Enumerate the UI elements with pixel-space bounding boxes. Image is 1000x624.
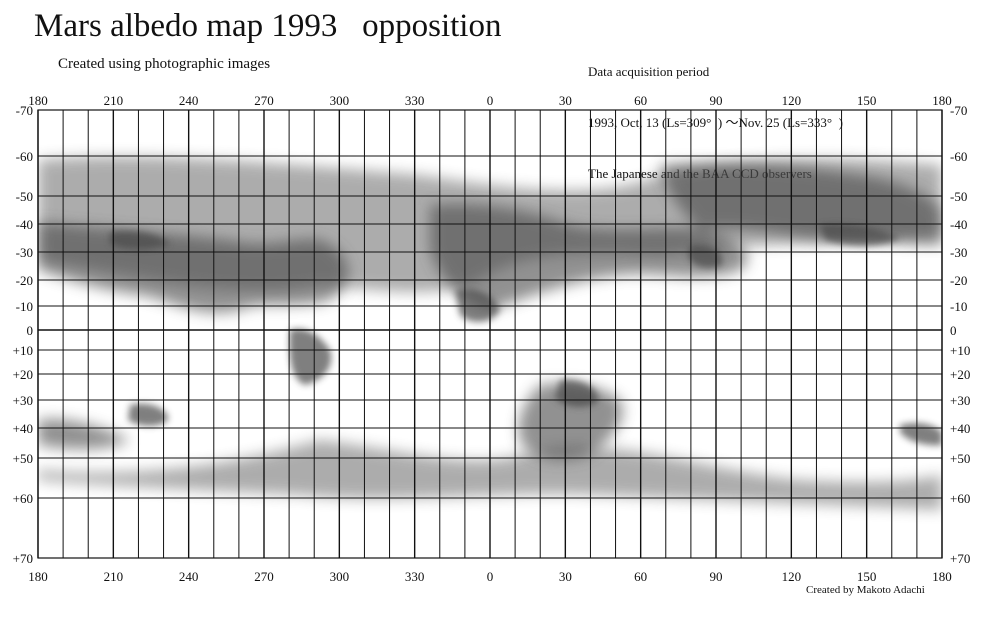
latitude-tick-label: -10	[16, 299, 33, 314]
latitude-tick-label: +60	[13, 491, 33, 506]
map-title: Mars albedo map 1993 opposition	[34, 8, 502, 44]
latitude-tick-label: -40	[950, 217, 967, 232]
longitude-tick-label: 210	[104, 569, 124, 584]
latitude-tick-label: -50	[950, 189, 967, 204]
longitude-tick-label: 90	[710, 569, 723, 584]
latitude-tick-label: -30	[16, 245, 33, 260]
latitude-tick-label: +40	[950, 421, 970, 436]
longitude-tick-label: 300	[330, 93, 350, 108]
longitude-tick-label: 60	[634, 93, 647, 108]
longitude-tick-label: 270	[254, 93, 274, 108]
longitude-tick-label: 0	[487, 569, 494, 584]
map-border	[37, 109, 943, 559]
latitude-tick-label: -20	[950, 273, 967, 288]
latitude-tick-label: +10	[13, 343, 33, 358]
info-line-heading: Data acquisition period	[588, 64, 710, 79]
longitude-tick-label: 240	[179, 93, 199, 108]
longitude-tick-label: 180	[932, 569, 952, 584]
latitude-tick-label: +30	[950, 393, 970, 408]
latitude-tick-label: +30	[13, 393, 33, 408]
author-credit: Created by Makoto Adachi	[806, 584, 925, 596]
latitude-tick-label: -70	[950, 103, 967, 118]
longitude-tick-label: 180	[28, 93, 48, 108]
latitude-tick-label: +60	[950, 491, 970, 506]
latitude-tick-label: -60	[16, 149, 33, 164]
latitude-tick-label: +20	[950, 367, 970, 382]
latitude-tick-label: -30	[950, 245, 967, 260]
latitude-tick-label: -10	[950, 299, 967, 314]
latitude-tick-label: +20	[13, 367, 33, 382]
axis-tick-labels: 1801802102102402402702703003003303300030…	[13, 93, 971, 584]
longitude-tick-label: 30	[559, 569, 572, 584]
longitude-tick-label: 330	[405, 569, 425, 584]
longitude-tick-label: 120	[782, 93, 802, 108]
longitude-tick-label: 240	[179, 569, 199, 584]
latitude-tick-label: +40	[13, 421, 33, 436]
longitude-tick-label: 180	[28, 569, 48, 584]
longitude-tick-label: 90	[710, 93, 723, 108]
longitude-tick-label: 270	[254, 569, 274, 584]
info-line-period: 1993, Oct, 13 (Ls=309° ) ～Nov. 25 (Ls=33…	[588, 115, 843, 130]
longitude-tick-label: 60	[634, 569, 647, 584]
latitude-tick-label: 0	[950, 323, 957, 338]
latitude-tick-label: -70	[16, 103, 33, 118]
longitude-tick-label: 120	[782, 569, 802, 584]
latitude-tick-label: +70	[13, 551, 33, 566]
longitude-tick-label: 330	[405, 93, 425, 108]
map-subtitle: Created using photographic images	[58, 56, 271, 72]
latitude-tick-label: -40	[16, 217, 33, 232]
longitude-tick-label: 210	[104, 93, 124, 108]
longitude-tick-label: 300	[330, 569, 350, 584]
latitude-tick-label: +50	[950, 451, 970, 466]
latitude-tick-label: +50	[13, 451, 33, 466]
latitude-tick-label: -20	[16, 273, 33, 288]
longitude-tick-label: 180	[932, 93, 952, 108]
latitude-tick-label: 0	[27, 323, 34, 338]
longitude-tick-label: 0	[487, 93, 494, 108]
latitude-tick-label: -60	[950, 149, 967, 164]
latitude-tick-label: -50	[16, 189, 33, 204]
latitude-tick-label: +70	[950, 551, 970, 566]
latitude-tick-label: +10	[950, 343, 970, 358]
longitude-tick-label: 150	[857, 569, 877, 584]
longitude-tick-label: 30	[559, 93, 572, 108]
longitude-tick-label: 150	[857, 93, 877, 108]
